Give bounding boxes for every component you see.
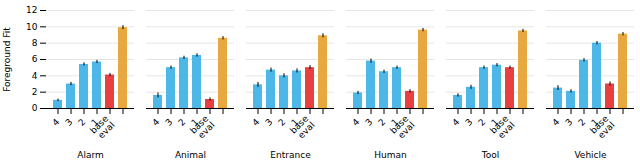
svg-text:12: 12 [26, 5, 37, 15]
svg-text:2: 2 [276, 117, 287, 128]
svg-text:Foreground Fit: Foreground Fit [2, 27, 12, 92]
svg-text:Human: Human [374, 150, 406, 160]
svg-text:10: 10 [26, 22, 38, 32]
svg-text:3: 3 [363, 117, 374, 128]
svg-text:baseeval: baseeval [288, 113, 317, 142]
svg-text:2: 2 [376, 117, 387, 128]
svg-text:2: 2 [176, 117, 187, 128]
svg-text:baseeval: baseeval [488, 113, 517, 142]
svg-text:8: 8 [32, 38, 38, 48]
svg-text:4: 4 [550, 117, 561, 128]
svg-text:2: 2 [32, 87, 38, 97]
svg-text:Entrance: Entrance [270, 150, 311, 160]
svg-text:baseeval: baseeval [188, 113, 217, 142]
svg-text:2: 2 [576, 117, 587, 128]
svg-text:baseeval: baseeval [588, 113, 617, 142]
svg-text:4: 4 [32, 71, 38, 81]
svg-text:baseeval: baseeval [88, 113, 117, 142]
svg-text:2: 2 [476, 117, 487, 128]
svg-text:4: 4 [450, 117, 461, 128]
svg-text:3: 3 [563, 117, 574, 128]
svg-text:Vehicle: Vehicle [574, 150, 607, 160]
svg-text:4: 4 [150, 117, 161, 128]
svg-text:4: 4 [350, 117, 361, 128]
svg-text:Tool: Tool [481, 150, 499, 160]
svg-text:Alarm: Alarm [77, 150, 103, 160]
svg-text:3: 3 [63, 117, 74, 128]
svg-text:3: 3 [463, 117, 474, 128]
svg-text:6: 6 [32, 54, 38, 64]
svg-text:baseeval: baseeval [388, 113, 417, 142]
svg-text:0: 0 [32, 103, 38, 113]
svg-text:4: 4 [50, 117, 61, 128]
svg-text:2: 2 [76, 117, 87, 128]
svg-text:4: 4 [250, 117, 261, 128]
svg-text:Animal: Animal [175, 150, 206, 160]
svg-text:3: 3 [263, 117, 274, 128]
svg-text:3: 3 [163, 117, 174, 128]
